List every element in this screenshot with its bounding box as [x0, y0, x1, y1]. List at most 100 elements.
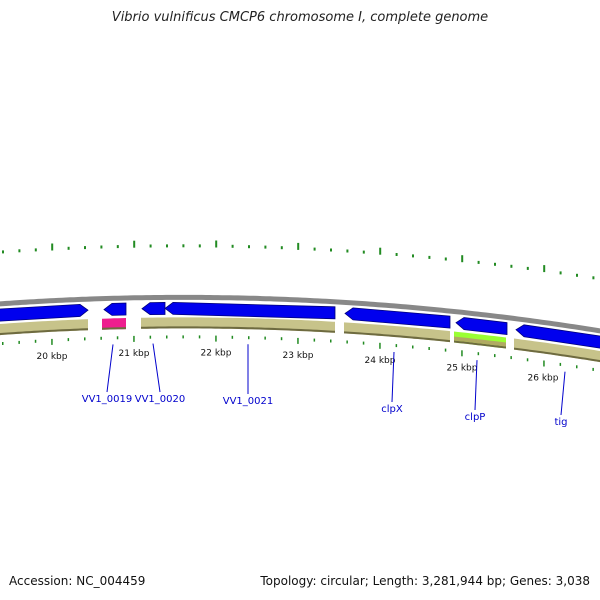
gene-label: VV1_0021: [223, 396, 274, 407]
cog-feature-edge: [454, 340, 506, 349]
scale-tick: [280, 337, 283, 341]
map-title: Vibrio vulnificus CMCP6 chromosome I, co…: [111, 10, 489, 25]
gc-mark: [362, 250, 365, 254]
gc-mark: [231, 244, 234, 248]
gc-mark: [18, 249, 21, 253]
scale-tick: [543, 360, 545, 367]
scale-tick: [149, 335, 152, 339]
scale-tick: [576, 365, 578, 369]
gene-label: VV1_0019: [82, 394, 133, 405]
scale-tick: [510, 356, 512, 360]
scale-tick: [182, 335, 184, 339]
scale-label: 25 kbp: [447, 363, 478, 373]
gc-mark: [166, 244, 168, 248]
accession-label: Accession: NC_004459: [9, 574, 146, 588]
gene-leader-line: [106, 344, 114, 393]
gc-mark: [280, 246, 283, 250]
scale-tick: [428, 347, 430, 350]
cog-feature-edge: [514, 347, 600, 363]
gc-mark: [477, 260, 480, 264]
scale-tick: [526, 358, 529, 362]
scale-tick: [346, 340, 348, 344]
scale-tick: [34, 339, 37, 343]
gc-mark: [198, 244, 201, 248]
gene-leader-line: [474, 360, 478, 411]
scale-tick: [84, 337, 86, 341]
backbone-line: [0, 294, 600, 334]
gc-mark: [51, 243, 54, 251]
gc-mark: [67, 246, 70, 250]
scale-label: 23 kbp: [283, 351, 314, 361]
cog-feature-edge: [102, 327, 126, 330]
scale-tick: [494, 354, 496, 358]
gc-mark: [494, 262, 496, 266]
gc-mark: [592, 276, 595, 280]
gene-leader-line: [152, 343, 161, 393]
gc-mark: [559, 271, 562, 275]
gene-labels: VV1_0019 VV1_0020 VV1_0021 clpX clpP tig: [82, 343, 568, 428]
scale-tick: [477, 352, 480, 356]
gene-label: VV1_0020: [135, 394, 186, 405]
cog-feature-edge: [344, 331, 450, 343]
gc-mark: [100, 245, 103, 249]
cds-track: [0, 301, 600, 349]
gene-label: clpP: [465, 412, 486, 423]
scale-tick: [100, 336, 102, 340]
scale-tick: [592, 367, 594, 371]
gc-mark: [182, 244, 185, 248]
cog-feature: [344, 322, 450, 343]
cog-feature: [514, 338, 600, 363]
genome-summary: Topology: circular; Length: 3,281,944 bp…: [260, 574, 590, 588]
gene-label: tig: [554, 417, 567, 428]
cog-feature-edge: [0, 328, 88, 336]
scale-label: 21 kbp: [119, 349, 150, 359]
gc-mark: [346, 249, 349, 253]
scale-tick: [444, 348, 447, 352]
scale-tick: [379, 342, 381, 349]
gc-mark: [526, 266, 529, 270]
gc-mark: [330, 248, 332, 252]
scale-tick: [362, 341, 365, 345]
scale-tick: [395, 344, 398, 348]
cds-feature: [141, 301, 166, 316]
gc-mark: [428, 255, 431, 259]
scale-tick: [51, 338, 53, 345]
scale-tick: [133, 335, 135, 342]
scale-label: 22 kbp: [201, 349, 232, 359]
gene-leader-line: [391, 351, 395, 403]
gc-mark: [84, 246, 86, 250]
backbone-track: [0, 294, 600, 334]
scale-label: 26 kbp: [528, 374, 559, 384]
gc-mark: [133, 240, 136, 248]
scale-ticks: 20 kbp 21 kbp 22 kbp 23 kbp 24 kbp 25 kbp 26 k…: [2, 335, 594, 384]
scale-tick: [330, 339, 332, 343]
scale-label: 24 kbp: [365, 356, 396, 366]
gene-label: clpX: [381, 404, 403, 415]
scale-tick: [297, 337, 299, 344]
gc-mark: [149, 244, 152, 248]
gc-mark: [510, 264, 513, 268]
scale-tick: [18, 340, 20, 344]
cds-feature: [103, 302, 127, 316]
gc-mark: [395, 253, 398, 256]
scale-tick: [559, 362, 562, 366]
gc-mark: [34, 248, 37, 252]
gc-mark: [116, 245, 119, 249]
cog-feature: [454, 336, 506, 347]
gc-mark: [313, 247, 316, 251]
cds-feature: [344, 307, 451, 329]
scale-tick: [116, 336, 119, 340]
scale-tick: [215, 335, 217, 342]
gc-mark: [215, 240, 218, 248]
gc-mark: [412, 254, 414, 258]
scale-tick: [198, 335, 201, 339]
gc-content-track: [2, 240, 595, 280]
gc-mark: [576, 273, 578, 277]
gc-mark: [461, 255, 464, 263]
cog-track: [0, 317, 600, 363]
gc-mark: [543, 265, 546, 273]
scale-tick: [264, 336, 266, 340]
gc-mark: [264, 245, 267, 249]
scale-tick: [313, 338, 316, 342]
scale-tick: [2, 342, 4, 345]
